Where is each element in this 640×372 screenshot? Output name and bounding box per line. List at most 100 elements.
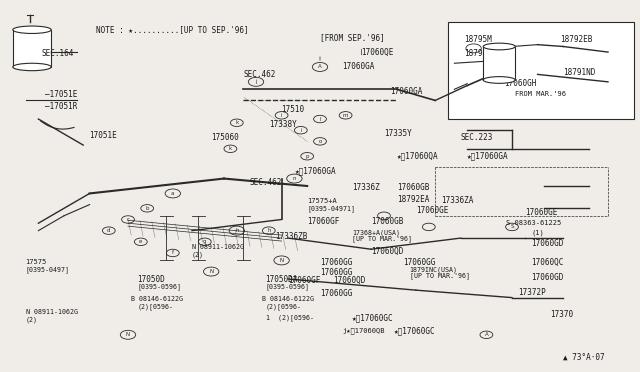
Text: k: k: [228, 146, 232, 151]
Text: 17060GG: 17060GG: [403, 258, 436, 267]
Text: c: c: [127, 217, 129, 222]
Text: h: h: [235, 228, 239, 233]
Text: k: k: [235, 120, 239, 125]
Text: 1879INE: 1879INE: [464, 49, 497, 58]
Text: N: N: [126, 332, 130, 337]
Text: d: d: [107, 228, 111, 233]
Text: SEC.462: SEC.462: [250, 178, 282, 187]
Text: S 08363-61225: S 08363-61225: [506, 220, 561, 226]
Text: 17060GD: 17060GD: [531, 239, 564, 248]
Text: ★⁔17060GC: ★⁔17060GC: [394, 327, 435, 336]
Text: 17336ZA: 17336ZA: [442, 196, 474, 205]
Text: i: i: [300, 128, 301, 133]
Text: 17060GE: 17060GE: [416, 206, 449, 215]
Text: (2)[0596-: (2)[0596-: [138, 304, 173, 310]
Text: 18792EB: 18792EB: [560, 35, 593, 44]
Text: 17370: 17370: [550, 310, 573, 319]
Text: B 08146-6122G: B 08146-6122G: [131, 296, 183, 302]
Text: 17060GB: 17060GB: [397, 183, 429, 192]
Text: NOTE : ★..........[UP TO SEP.'96]: NOTE : ★..........[UP TO SEP.'96]: [96, 25, 248, 34]
Text: 17060QD: 17060QD: [371, 247, 404, 256]
Text: [UP TO MAR.'96]: [UP TO MAR.'96]: [352, 235, 412, 242]
Ellipse shape: [483, 43, 515, 50]
Text: 175060: 175060: [211, 133, 239, 142]
Text: SEC.223: SEC.223: [461, 133, 493, 142]
Text: 1  (2)[0596-: 1 (2)[0596-: [266, 315, 314, 321]
Text: [UP TO MAR.'96]: [UP TO MAR.'96]: [410, 273, 470, 279]
Text: 17050D: 17050D: [138, 275, 165, 283]
Text: 17336ZB: 17336ZB: [275, 232, 308, 241]
Text: l: l: [319, 116, 321, 122]
Ellipse shape: [13, 63, 51, 71]
Text: —17051E: —17051E: [45, 90, 77, 99]
Text: f: f: [172, 250, 174, 256]
Text: A: A: [318, 64, 322, 70]
Text: SEC.164: SEC.164: [42, 49, 74, 58]
Text: [FROM SEP.'96]: [FROM SEP.'96]: [320, 33, 385, 42]
Text: o: o: [318, 139, 322, 144]
Text: ★⁔17060GA: ★⁔17060GA: [294, 167, 336, 176]
Text: 17060QD: 17060QD: [333, 276, 365, 285]
Text: B 08146-6122G: B 08146-6122G: [262, 296, 314, 302]
Text: N 08911-1062G: N 08911-1062G: [192, 244, 244, 250]
Text: a: a: [171, 191, 175, 196]
Text: ▲ 73°A·07: ▲ 73°A·07: [563, 353, 605, 362]
Text: FROM MAR.'96: FROM MAR.'96: [515, 91, 566, 97]
Text: 17060GD: 17060GD: [531, 273, 564, 282]
Text: ★⁔17060QA: ★⁔17060QA: [397, 152, 438, 161]
Bar: [483, 46, 515, 80]
Text: g: g: [203, 239, 207, 244]
Text: ★⁔17060GA: ★⁔17060GA: [467, 152, 509, 161]
Text: (2): (2): [26, 317, 38, 323]
Text: p: p: [305, 154, 309, 159]
Text: 17060GH: 17060GH: [504, 79, 537, 88]
Text: 17060GF: 17060GF: [288, 276, 321, 285]
Text: (1): (1): [531, 229, 544, 236]
Text: 17336Z: 17336Z: [352, 183, 380, 192]
Text: 17510: 17510: [282, 105, 305, 114]
Text: m: m: [343, 113, 348, 118]
Text: 17060GA: 17060GA: [342, 62, 375, 71]
Text: ★⁔17060GC: ★⁔17060GC: [352, 314, 394, 323]
FancyBboxPatch shape: [448, 22, 634, 119]
Text: 17051E: 17051E: [90, 131, 117, 140]
Ellipse shape: [483, 77, 515, 83]
Text: 1879INC(USA): 1879INC(USA): [410, 266, 458, 273]
Text: S: S: [510, 224, 514, 230]
Text: 18795M: 18795M: [464, 35, 492, 44]
Text: SEC.462: SEC.462: [243, 70, 276, 79]
Text: [0395-0596]: [0395-0596]: [138, 283, 182, 290]
Text: h: h: [267, 228, 271, 233]
Text: 17060GE: 17060GE: [525, 208, 557, 217]
Text: 17372P: 17372P: [518, 288, 546, 296]
Text: j★⁔17060QB: j★⁔17060QB: [342, 328, 385, 334]
Text: 17575: 17575: [26, 259, 47, 265]
Text: 17060GG: 17060GG: [320, 268, 353, 277]
Text: e: e: [139, 239, 143, 244]
Text: —17051R: —17051R: [45, 102, 77, 110]
Text: 17050DA: 17050DA: [266, 275, 298, 283]
Text: 17060QE: 17060QE: [362, 48, 394, 57]
Text: 17335Y: 17335Y: [384, 129, 412, 138]
Text: N: N: [280, 258, 284, 263]
Ellipse shape: [13, 26, 51, 33]
Text: 17338Y: 17338Y: [269, 120, 296, 129]
Text: j: j: [255, 79, 257, 84]
Text: [0395-04971]: [0395-04971]: [307, 205, 355, 212]
Text: 17060GB: 17060GB: [371, 217, 404, 226]
Bar: [13, 30, 51, 67]
Text: A: A: [484, 332, 488, 337]
Text: [0395-0497]: [0395-0497]: [26, 266, 70, 273]
Text: 17060GG: 17060GG: [320, 258, 353, 267]
Text: [0395-0596]: [0395-0596]: [266, 283, 310, 290]
Text: N: N: [209, 269, 213, 274]
Text: b: b: [145, 206, 149, 211]
Text: 18792EA: 18792EA: [397, 195, 429, 203]
Text: 18791ND: 18791ND: [563, 68, 596, 77]
Text: 17368+A(USA): 17368+A(USA): [352, 229, 400, 236]
Text: (2)[0596-: (2)[0596-: [266, 304, 301, 310]
Text: n: n: [292, 176, 296, 181]
Text: (2): (2): [192, 251, 204, 258]
Text: 17575+A: 17575+A: [307, 198, 337, 204]
Text: 17060GA: 17060GA: [390, 87, 423, 96]
